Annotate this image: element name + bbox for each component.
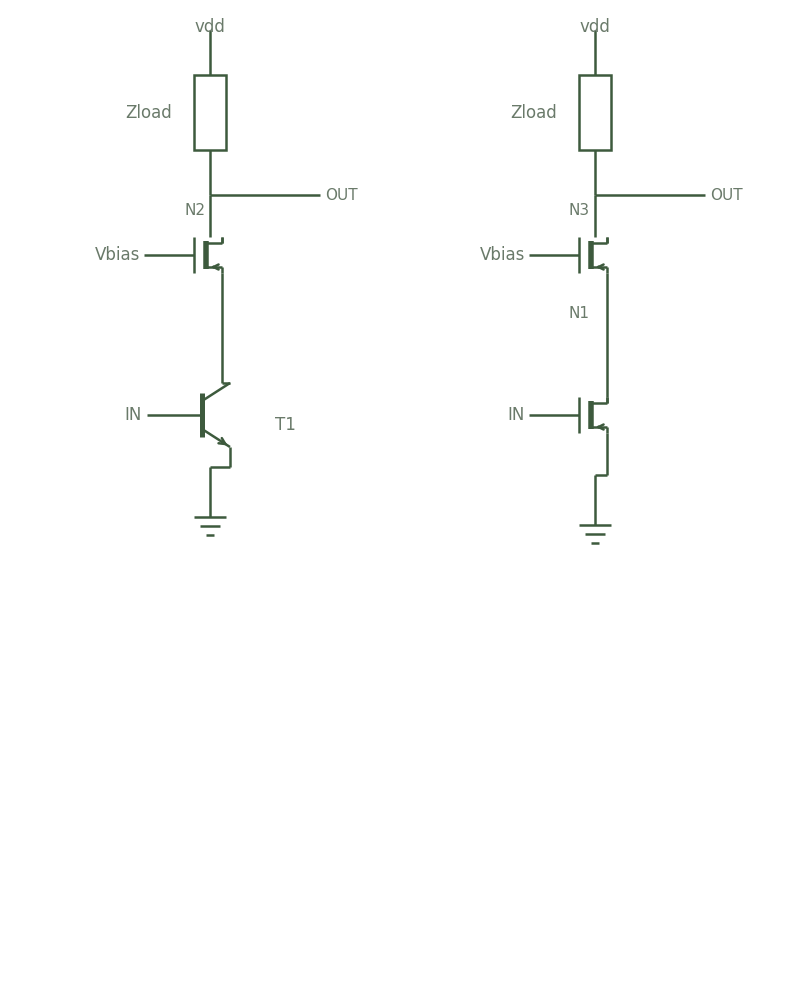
Text: N2: N2 [184, 203, 205, 218]
Text: OUT: OUT [710, 188, 743, 202]
Bar [579, 75, 611, 150]
Text: Vbias: Vbias [480, 246, 525, 264]
Text: T1: T1 [275, 416, 296, 434]
Text: IN: IN [124, 406, 142, 424]
Text: OUT: OUT [325, 188, 358, 202]
Text: N3: N3 [569, 203, 590, 218]
Text: IN: IN [508, 406, 525, 424]
Text: Zload: Zload [510, 104, 557, 121]
Bar [194, 75, 226, 150]
Text: Zload: Zload [125, 104, 172, 121]
Text: N1: N1 [569, 306, 590, 320]
Text: Vbias: Vbias [95, 246, 140, 264]
Text: vdd: vdd [580, 18, 610, 36]
Text: vdd: vdd [195, 18, 225, 36]
